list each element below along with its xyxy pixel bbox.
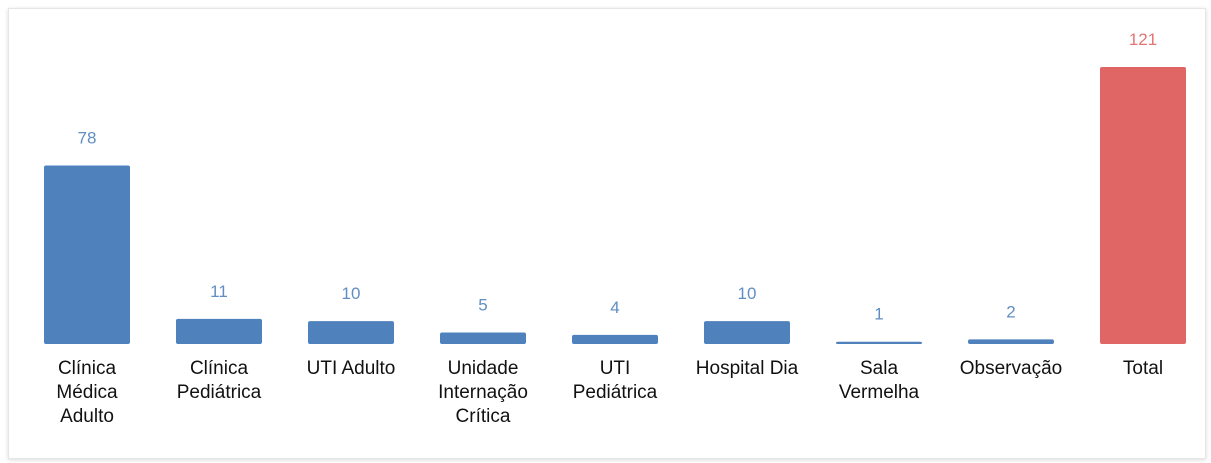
bar [1100,67,1186,344]
value-label: 121 [1129,30,1157,49]
bar [44,165,130,344]
category-label: Total [1122,358,1164,379]
bar [968,339,1054,344]
value-label: 2 [1006,302,1015,321]
bar [836,341,922,344]
value-label: 10 [738,284,757,303]
value-label: 5 [478,296,487,315]
category-label: UTI Adulto [306,358,396,379]
category-label: Clínica Pediátrica [176,358,262,403]
category-label: Observação [959,358,1063,379]
bar [308,321,394,344]
bar [176,318,262,344]
value-label: 11 [210,282,228,301]
category-label: Hospital Dia [695,358,799,379]
chart-card [8,8,1206,459]
bar [572,334,658,344]
category-label: Sala Vermelha [838,358,920,403]
value-label: 4 [610,298,619,317]
value-label: 78 [78,128,97,147]
value-label: 10 [342,284,361,303]
category-label: Unidade Internação Crítica [438,358,528,427]
category-label: Clínica Médica Adulto [56,358,118,427]
bar [704,321,790,344]
value-label: 1 [874,305,883,324]
bar [440,332,526,344]
category-label: UTI Pediátrica [572,358,658,403]
